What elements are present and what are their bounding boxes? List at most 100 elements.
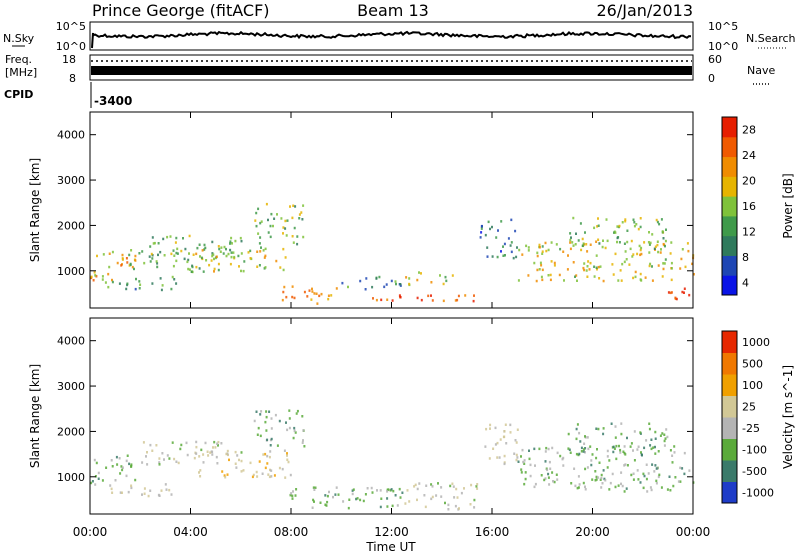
velocity-cell bbox=[163, 458, 165, 461]
power-cell bbox=[272, 224, 274, 228]
velocity-cell bbox=[654, 464, 657, 467]
velocity-cell bbox=[119, 472, 122, 475]
velocity-cell bbox=[576, 423, 579, 426]
velocity-cell bbox=[211, 450, 214, 454]
power-cell bbox=[198, 267, 201, 270]
power-cell bbox=[230, 236, 233, 240]
power-cell bbox=[659, 251, 662, 254]
power-cell bbox=[510, 218, 513, 222]
velocity-cell bbox=[544, 460, 547, 463]
velocity-cell bbox=[505, 442, 508, 445]
power-cell bbox=[303, 290, 306, 294]
velocity-cell bbox=[301, 441, 304, 444]
velocity-cell bbox=[157, 493, 160, 497]
power-cell bbox=[151, 282, 154, 285]
velocity-cell bbox=[595, 456, 598, 460]
velocity-cell bbox=[259, 434, 262, 438]
freq-band bbox=[91, 66, 692, 75]
power-cell bbox=[394, 280, 397, 283]
velocity-cell bbox=[496, 456, 499, 459]
nsky-tick-top: 10^5 bbox=[56, 20, 86, 33]
power-cell bbox=[175, 236, 178, 240]
power-cell bbox=[264, 247, 267, 251]
velocity-cell bbox=[268, 410, 271, 413]
power-cell bbox=[533, 261, 536, 265]
velocity-cell bbox=[431, 485, 434, 488]
velocity-cell bbox=[521, 448, 524, 452]
velocity-cell bbox=[666, 435, 669, 439]
nsearch-label: N.Search bbox=[746, 32, 796, 45]
power-cell bbox=[138, 280, 141, 283]
velocity-cell bbox=[173, 457, 176, 461]
velocity-cell bbox=[523, 482, 526, 486]
power-cell bbox=[267, 218, 269, 222]
power-cell bbox=[680, 257, 683, 261]
power-colorbar-swatches bbox=[722, 117, 737, 296]
power-cell bbox=[688, 293, 691, 297]
power-cell bbox=[174, 241, 177, 244]
power-cell bbox=[500, 220, 503, 223]
power-cell bbox=[597, 265, 600, 269]
velocity-cell bbox=[301, 415, 304, 418]
velocity-cell bbox=[217, 440, 220, 444]
power-cell bbox=[516, 246, 518, 249]
power-cell bbox=[211, 240, 214, 244]
velocity-cell bbox=[598, 461, 601, 464]
velocity-cell bbox=[170, 493, 173, 496]
power-cell bbox=[254, 219, 257, 222]
power-cell bbox=[107, 285, 110, 289]
velocity-cell bbox=[214, 446, 217, 449]
velocity-cell bbox=[379, 505, 382, 509]
power-cell bbox=[139, 283, 142, 286]
velocity-cell bbox=[295, 412, 298, 415]
velocity-cell bbox=[671, 454, 674, 457]
power-cell bbox=[229, 242, 231, 245]
power-cell bbox=[521, 253, 524, 256]
power-cell bbox=[258, 264, 261, 267]
power-cell bbox=[391, 299, 394, 302]
power-cell bbox=[624, 250, 627, 253]
velocity-cell bbox=[206, 450, 209, 453]
velocity-cell bbox=[293, 429, 296, 433]
power-cell bbox=[654, 245, 657, 248]
velocity-cell bbox=[546, 468, 549, 472]
velocity-scatter bbox=[90, 409, 695, 511]
velocity-cell bbox=[534, 464, 536, 467]
power-cell bbox=[489, 227, 491, 231]
velocity-cell bbox=[313, 500, 315, 503]
power-cell bbox=[651, 265, 653, 268]
power-cell bbox=[282, 290, 285, 294]
velocity-cell bbox=[209, 451, 212, 454]
velocity-cell bbox=[105, 466, 108, 469]
velocity-cell bbox=[151, 449, 154, 452]
power-cell bbox=[541, 268, 544, 272]
velocity-cell bbox=[401, 491, 404, 494]
velocity-cell bbox=[556, 451, 559, 455]
velocity-cell bbox=[281, 467, 284, 471]
velocity-cell bbox=[217, 444, 219, 447]
power-cell bbox=[111, 280, 114, 284]
power-cell bbox=[229, 262, 232, 266]
velocity-cell bbox=[386, 505, 389, 508]
power-cell bbox=[285, 234, 288, 237]
velocity-cell bbox=[645, 463, 648, 466]
power-cell bbox=[420, 298, 423, 302]
x-tick-label: 12:00 bbox=[374, 525, 409, 539]
velocity-cell bbox=[90, 481, 93, 485]
power-cell bbox=[187, 267, 190, 271]
velocity-cell bbox=[671, 461, 674, 464]
velocity-cell bbox=[270, 469, 273, 472]
velocity-cell bbox=[255, 410, 258, 413]
power-cell bbox=[133, 267, 135, 271]
power-cell bbox=[375, 298, 378, 302]
velocity-cell bbox=[110, 487, 113, 491]
power-cell bbox=[219, 250, 222, 253]
velocity-cell bbox=[608, 459, 611, 462]
velocity-cell bbox=[366, 487, 369, 490]
velocity-cell bbox=[660, 486, 663, 489]
y-tick-label: 4000 bbox=[57, 129, 85, 142]
power-cell bbox=[540, 275, 543, 279]
velocity-cell bbox=[516, 428, 519, 431]
power-scatter bbox=[90, 202, 695, 305]
velocity-cell bbox=[529, 463, 532, 467]
